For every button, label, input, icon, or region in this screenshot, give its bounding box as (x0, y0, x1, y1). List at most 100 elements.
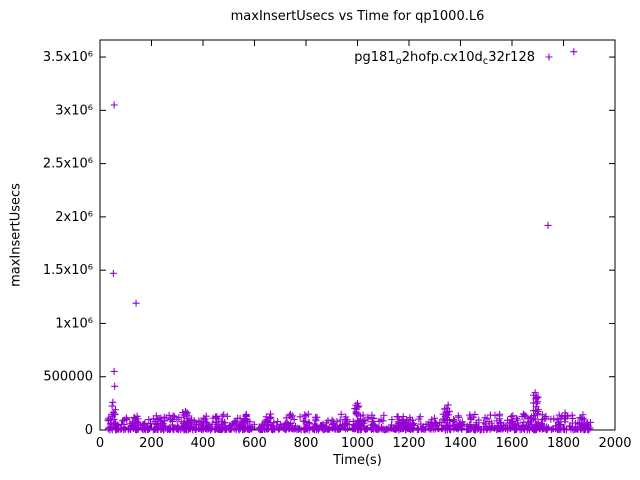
data-point-marker (410, 421, 418, 429)
data-point-marker (354, 418, 362, 426)
data-point-marker (481, 420, 489, 428)
data-point-marker (182, 421, 190, 429)
data-point-marker (108, 402, 116, 410)
data-point-marker (145, 416, 153, 424)
legend-label: pg181o​2hofp.cx10dc​32r128 (354, 50, 535, 67)
data-point-marker (154, 416, 162, 424)
data-point-marker (543, 425, 551, 433)
data-point-marker (520, 418, 528, 426)
data-point-marker (393, 413, 401, 421)
data-point-marker (336, 416, 344, 424)
data-point-marker (432, 420, 440, 428)
data-point-marker (522, 422, 530, 430)
data-point-marker (270, 422, 278, 430)
data-point-marker (357, 412, 365, 420)
data-point-marker (523, 426, 531, 434)
data-point-marker (399, 413, 407, 421)
data-point-marker (220, 411, 228, 419)
data-point-marker (342, 415, 350, 423)
data-point-marker (155, 415, 163, 423)
data-point-marker (443, 404, 451, 412)
data-point-marker (110, 415, 118, 423)
data-point-marker (467, 415, 475, 423)
data-point-marker (419, 424, 427, 432)
y-tick-label: 2x10⁶ (55, 210, 93, 225)
data-point-marker (441, 426, 449, 434)
data-point-marker (234, 414, 242, 422)
data-point-marker (144, 423, 152, 431)
y-tick-label: 0 (85, 423, 93, 438)
data-point-marker (427, 418, 435, 426)
data-point-marker (570, 48, 578, 56)
data-point-marker (264, 419, 272, 427)
y-tick-label: 3.5x10⁶ (43, 50, 93, 65)
data-point-marker (337, 410, 345, 418)
data-point-marker (266, 413, 274, 421)
x-tick-label: 600 (242, 436, 267, 451)
data-point-marker (512, 425, 520, 433)
data-point-marker (112, 419, 120, 427)
data-point-marker (255, 425, 263, 433)
data-point-marker (238, 422, 246, 430)
x-tick-label: 0 (96, 436, 104, 451)
data-point-marker (512, 414, 520, 422)
x-tick-label: 200 (139, 436, 164, 451)
data-point-marker (441, 413, 449, 421)
x-tick-label: 1600 (495, 436, 528, 451)
data-point-marker (480, 426, 488, 434)
data-point-marker (112, 426, 120, 434)
data-point-marker (109, 269, 117, 277)
x-tick-label: 1200 (392, 436, 425, 451)
data-point-marker (579, 414, 587, 422)
data-point-marker (547, 415, 555, 423)
data-point-marker (305, 426, 313, 434)
data-point-marker (443, 422, 451, 430)
data-point-marker (519, 410, 527, 418)
data-point-marker (485, 418, 493, 426)
x-tick-label: 1400 (444, 436, 477, 451)
data-point-marker (388, 416, 396, 424)
data-point-marker (110, 101, 118, 109)
data-point-marker (507, 413, 515, 421)
data-point-marker (209, 414, 217, 422)
data-point-marker (309, 425, 317, 433)
chart-title: maxInsertUsecs vs Time for qp1000.L6 (230, 9, 485, 24)
data-point-marker (545, 53, 553, 61)
data-point-marker (133, 419, 141, 427)
data-point-marker (341, 421, 349, 429)
data-point-marker (579, 421, 587, 429)
data-point-marker (183, 410, 191, 418)
data-point-marker (374, 425, 382, 433)
x-tick-label: 800 (294, 436, 319, 451)
data-point-marker (450, 416, 458, 424)
data-point-marker (183, 418, 191, 426)
data-point-marker (258, 424, 266, 432)
data-point-marker (201, 415, 209, 423)
data-point-marker (165, 425, 173, 433)
data-point-marker (519, 421, 527, 429)
data-point-marker (544, 221, 552, 229)
data-point-marker (549, 425, 557, 433)
data-point-marker (562, 426, 570, 434)
data-point-marker (533, 394, 541, 402)
y-tick-label: 1x10⁶ (55, 316, 93, 331)
data-point-marker (352, 405, 360, 413)
data-point-marker (576, 414, 584, 422)
data-point-marker (380, 411, 388, 419)
x-tick-label: 1000 (341, 436, 374, 451)
data-point-marker (582, 420, 590, 428)
data-point-marker (263, 417, 271, 425)
data-point-marker (581, 425, 589, 433)
data-point-marker (312, 417, 320, 425)
data-point-marker (475, 416, 483, 424)
x-tick-label: 2000 (598, 436, 631, 451)
data-point-marker (111, 406, 119, 414)
data-point-marker (324, 417, 332, 425)
data-point-marker (480, 419, 488, 427)
data-point-marker (158, 424, 166, 432)
data-point-marker (452, 424, 460, 432)
data-point-marker (387, 424, 395, 432)
data-point-marker (353, 411, 361, 419)
data-point-marker (542, 414, 550, 422)
